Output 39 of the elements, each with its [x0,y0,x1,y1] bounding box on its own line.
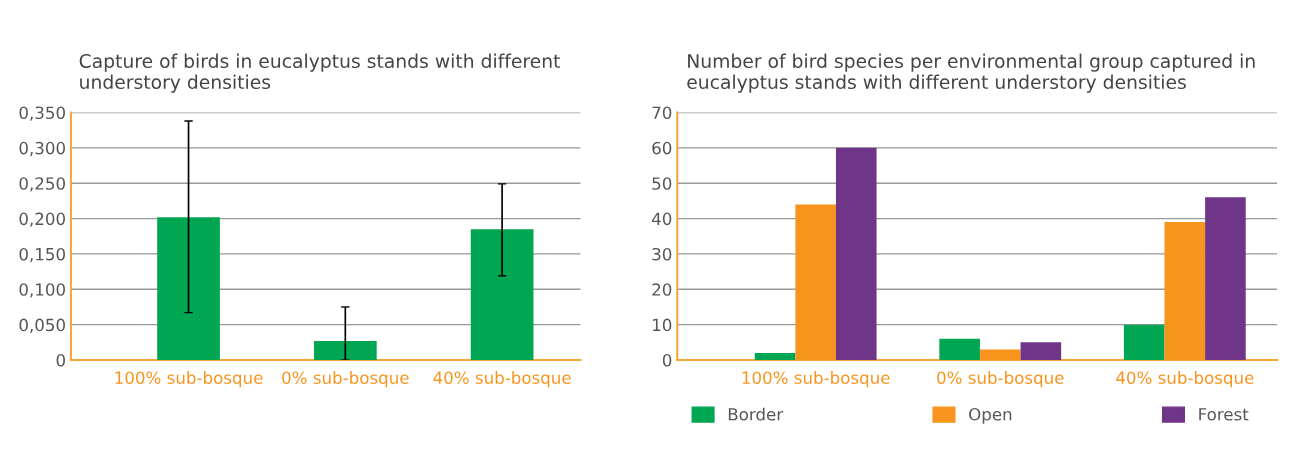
bar [979,349,1021,360]
y-tick-label: 10 [653,318,672,332]
legend-label: Open [969,407,1012,424]
bar [157,217,220,360]
y-tick-label: 0,050 [19,318,65,333]
y-tick-label: 0 [662,353,672,367]
x-tick-label: 100% sub-bosque [115,371,263,388]
bar [1205,197,1246,360]
y-tick-label: 0 [56,353,65,367]
y-tick-label: 70 [652,106,672,120]
y-tick-label: 0,250 [19,177,65,192]
bar [1123,324,1165,360]
x-tick-label: 40% sub-bosque [1116,371,1254,388]
x-tick-label: 0% sub-bosque [282,371,409,388]
bar [470,229,534,360]
x-tick-label: 100% sub-bosque [742,371,890,388]
bar [795,204,836,360]
y-tick-label: 30 [652,247,672,261]
legend-label: Forest [1199,408,1249,421]
y-tick-label: 0,300 [19,141,65,157]
x-tick-label: 40% sub-bosque [433,371,571,388]
y-tick-label: 20 [652,283,672,296]
bar [939,338,980,360]
bar [835,147,877,360]
chart-title: Capture of birds in eucalyptus stands with different understory densities [79,53,561,93]
bar [1164,222,1206,360]
y-tick-label: 0,200 [19,212,65,227]
bar [313,340,377,360]
y-tick-label: 0,100 [19,283,65,298]
y-tick-label: 60 [652,141,672,155]
y-tick-label: 40 [652,212,672,226]
bar [754,352,796,360]
bar [1020,342,1062,360]
legend-label: Border [728,407,784,421]
x-tick-label: 0% sub-bosque [937,371,1064,388]
y-tick-label: 0,150 [19,247,65,263]
y-tick-label: 0,350 [19,106,65,121]
chart-title: Number of bird species per environmental group captured in eucalyptus stands with different understory densities [687,53,1255,93]
y-tick-label: 50 [652,177,672,190]
